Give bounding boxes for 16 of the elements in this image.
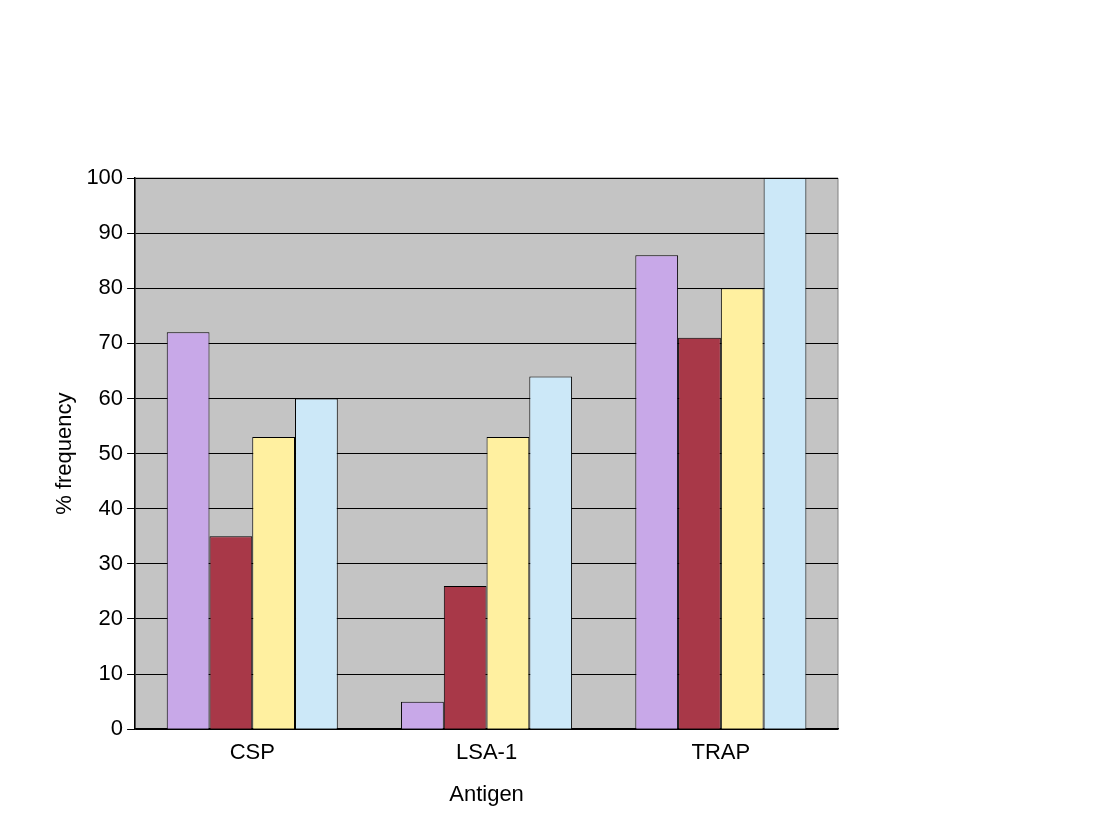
y-tick-label: 100 xyxy=(86,164,124,190)
y-tick-label: 70 xyxy=(98,329,124,355)
x-axis-title: Antigen xyxy=(449,780,524,806)
y-tick-label: 40 xyxy=(98,494,124,520)
x-tick-label: CSP xyxy=(229,739,275,765)
y-tick-label: 20 xyxy=(98,605,124,631)
y-tick-label: 0 xyxy=(110,715,124,741)
x-tick-label: LSA-1 xyxy=(455,739,518,765)
y-tick-label: 10 xyxy=(98,660,124,686)
y-tick-label: 90 xyxy=(98,219,124,245)
y-axis-title: % frequency xyxy=(51,392,77,515)
y-tick-label: 80 xyxy=(98,274,124,300)
y-tick-label: 60 xyxy=(98,384,124,410)
x-tick-label: TRAP xyxy=(691,739,751,765)
y-tick-label: 50 xyxy=(98,439,124,465)
y-tick-label: 30 xyxy=(98,549,124,575)
